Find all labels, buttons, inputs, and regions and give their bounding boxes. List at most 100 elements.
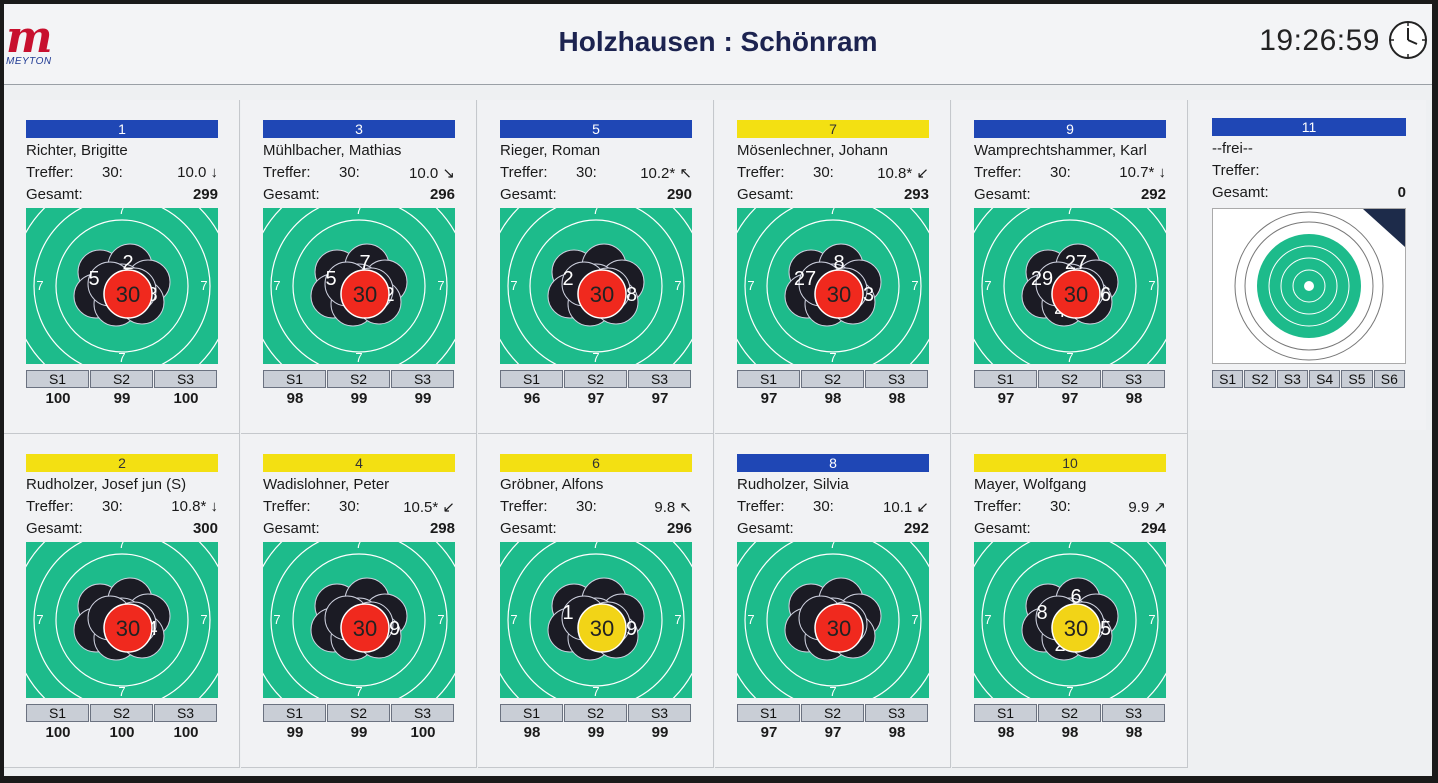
lane-card-7[interactable]: 7 Mösenlechner, Johann Treffer: 30: 10.8* ↙ G… [715, 100, 951, 434]
ring-number: 7 [911, 278, 918, 293]
ring-number: 7 [355, 684, 362, 698]
last-shot-value: 10.0 ↘ [409, 165, 455, 182]
lane-card-10[interactable]: 10 Mayer, Wolfgang Treffer: 30: 9.9 ↗ Gesamt:… [952, 434, 1188, 768]
target-ring [766, 553, 900, 687]
series-score: 99 [286, 724, 304, 741]
logo-text: MEYTON [6, 56, 52, 67]
shot-number: 2 [122, 252, 133, 274]
direction-arrow-icon: ↙ [442, 499, 455, 516]
shooter-name: Rudholzer, Josef jun (S) [26, 476, 187, 493]
series-tab[interactable]: S3 [391, 370, 454, 388]
series-tabs: S1 S2 S3 [737, 704, 929, 722]
series-tab[interactable]: S3 [154, 370, 217, 388]
lane-card-6[interactable]: 6 Gröbner, Alfons Treffer: 30: 9.8 ↖ Gesamt: 2… [478, 434, 714, 768]
treffer-label: Treffer: [737, 498, 785, 515]
last-shot-value: 10.8* ↙ [877, 165, 929, 182]
target-ring [1268, 245, 1350, 327]
series-tab[interactable]: S3 [865, 704, 928, 722]
lane-card-1[interactable]: 1 Richter, Brigitte Treffer: 30: 10.0 ↓ Gesam… [4, 100, 240, 434]
series-tab[interactable]: S1 [737, 370, 800, 388]
treffer-label: Treffer: [26, 498, 74, 515]
shot-number: 29 [1031, 268, 1053, 290]
ring-number: 7 [118, 684, 125, 698]
last-shot-number: 30 [116, 616, 140, 641]
series-tab[interactable]: S4 [1308, 370, 1341, 388]
last-shot-number: 30 [353, 282, 377, 307]
series-score: 97 [824, 724, 842, 741]
ring-number: 7 [674, 612, 681, 627]
series-tabs: S1 S2 S3 [974, 704, 1166, 722]
lane-card-9[interactable]: 9 Wamprechtshammer, Karl Treffer: 30: 10.7* … [952, 100, 1188, 434]
series-tab[interactable]: S1 [26, 704, 89, 722]
series-tab[interactable]: S3 [1102, 704, 1165, 722]
lane-card-2[interactable]: 2 Rudholzer, Josef jun (S) Treffer: 30: 10.8… [4, 434, 240, 768]
series-tab[interactable]: S1 [263, 704, 326, 722]
series-tab[interactable]: S2 [1038, 704, 1101, 722]
series-score: 99 [350, 390, 368, 407]
series-tab[interactable]: S3 [154, 704, 217, 722]
ring-number: 7 [829, 684, 836, 698]
series-tab[interactable]: S2 [564, 370, 627, 388]
series-score: 99 [350, 724, 368, 741]
series-tab[interactable]: S6 [1373, 370, 1405, 388]
series-score: 99 [414, 390, 432, 407]
series-score: 98 [286, 390, 304, 407]
lane-card-5[interactable]: 5 Rieger, Roman Treffer: 30: 10.2* ↖ Gesamt: 2… [478, 100, 714, 434]
last-shot-marker [340, 269, 390, 319]
total-score: 292 [1140, 186, 1166, 203]
series-tab[interactable]: S1 [1212, 370, 1244, 388]
ring-number: 7 [118, 208, 125, 217]
target-area: 777728230 [500, 208, 692, 364]
series-tab[interactable]: S3 [628, 704, 691, 722]
series-tab[interactable]: S3 [628, 370, 691, 388]
lane-card-8[interactable]: 8 Rudholzer, Silvia Treffer: 30: 10.1 ↙ Gesam… [715, 434, 951, 768]
last-shot-marker [814, 603, 864, 653]
series-tab[interactable]: S1 [500, 704, 563, 722]
series-tab[interactable]: S1 [737, 704, 800, 722]
series-tab[interactable]: S1 [26, 370, 89, 388]
series-tab[interactable]: S2 [90, 704, 153, 722]
series-score: 98 [997, 724, 1015, 741]
series-score: 98 [1125, 390, 1143, 407]
target-area: 7 7 7 7 30 [737, 542, 929, 698]
gesamt-label: Gesamt: [974, 186, 1031, 203]
target-face: 7777430 [26, 542, 218, 698]
lane-number: 5 [500, 120, 692, 138]
series-tab[interactable]: S1 [974, 370, 1037, 388]
last-shot-value: 10.5* ↙ [403, 499, 455, 516]
ring-number: 7 [118, 542, 125, 551]
lane-card-3[interactable]: 3 Mühlbacher, Mathias Treffer: 30: 10.0 ↘ Ges… [241, 100, 477, 434]
last-shot-value: 9.9 ↗ [1128, 499, 1166, 516]
series-tab[interactable]: S2 [801, 370, 864, 388]
series-tab[interactable]: S3 [865, 370, 928, 388]
series-tab[interactable]: S2 [801, 704, 864, 722]
series-scores: 97 97 98 [737, 724, 929, 741]
series-scores: 96 97 97 [500, 390, 692, 407]
last-shot-number: 30 [116, 282, 140, 307]
last-shot-value: 10.0 ↓ [177, 164, 218, 181]
lane-card-4[interactable]: 4 Wadislohner, Peter Treffer: 30: 10.5* ↙ Ges… [241, 434, 477, 768]
series-score: 96 [523, 390, 541, 407]
series-tab[interactable]: S3 [1276, 370, 1308, 388]
series-tab[interactable]: S1 [263, 370, 326, 388]
series-tab[interactable]: S1 [974, 704, 1037, 722]
gesamt-label: Gesamt: [263, 520, 320, 537]
series-tab[interactable]: S2 [90, 370, 153, 388]
series-tab[interactable]: S2 [564, 704, 627, 722]
series-score: 100 [173, 390, 199, 407]
series-tabs: S1 S2 S3 [26, 704, 218, 722]
shot-number: 5 [88, 268, 99, 290]
last-shot-marker [1051, 269, 1101, 319]
lane-card-11[interactable]: 11 --frei-- Treffer: Gesamt: 0 S1 S2 S3 S4 S5 S6 [1190, 100, 1426, 430]
lane-number: 4 [263, 454, 455, 472]
series-tab[interactable]: S3 [1102, 370, 1165, 388]
page-title: Holzhausen : Schönram [558, 26, 878, 57]
treffer-label: Treffer: [974, 498, 1022, 515]
series-tab[interactable]: S1 [500, 370, 563, 388]
series-tab[interactable]: S5 [1341, 370, 1373, 388]
series-tab[interactable]: S2 [1244, 370, 1276, 388]
series-tab[interactable]: S3 [391, 704, 454, 722]
series-tab[interactable]: S2 [327, 370, 390, 388]
series-tab[interactable]: S2 [1038, 370, 1101, 388]
series-tab[interactable]: S2 [327, 704, 390, 722]
